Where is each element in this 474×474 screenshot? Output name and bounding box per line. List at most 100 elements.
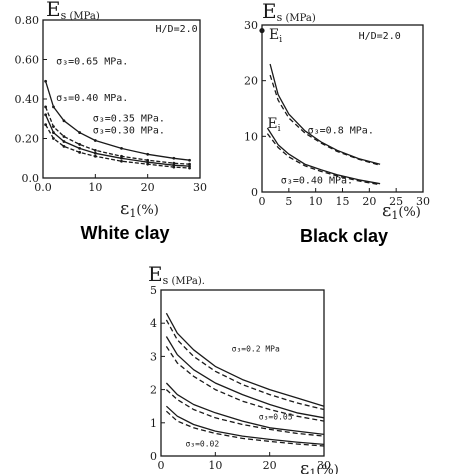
y-tick-label: 0	[251, 186, 258, 199]
y-tick-label: 20	[244, 75, 258, 88]
annotation: H/D=2.0	[156, 24, 198, 35]
data-point	[52, 125, 55, 129]
x-tick-label: 10	[88, 181, 102, 194]
x-axis-label-main: ε	[300, 458, 309, 474]
series-line-8	[165, 410, 325, 447]
data-point	[62, 135, 66, 138]
data-point	[120, 146, 123, 150]
y-tick-label: 10	[244, 130, 258, 143]
y-axis-label-sub: s	[61, 9, 67, 22]
annotation: σ₃=0.40 MPa.	[56, 93, 128, 104]
annotation: σ₃=0.2 MPa	[232, 344, 280, 353]
y-tick-label: 2	[150, 384, 157, 397]
data-point	[188, 162, 191, 166]
data-point	[93, 151, 97, 155]
series-line-3	[165, 336, 325, 419]
data-point	[146, 162, 150, 166]
data-point	[78, 150, 82, 154]
x-axis-label-main: ε	[120, 198, 129, 219]
x-axis-label-main: ε	[382, 200, 391, 221]
data-point	[78, 143, 82, 146]
data-point	[52, 137, 55, 140]
x-tick-label: 0	[259, 195, 266, 208]
x-tick-label: 10	[208, 459, 222, 472]
y-tick-label: 0	[150, 450, 157, 463]
x-tick-label: 20	[141, 181, 155, 194]
x-tick-label: 30	[416, 195, 430, 208]
data-point	[172, 156, 176, 160]
y-tick-label: 0.60	[15, 54, 40, 67]
series-line-4	[266, 133, 381, 186]
y-axis-label-main: E	[46, 0, 61, 21]
annotation: σ₃=0.35 MPa.	[93, 114, 165, 125]
y-tick-label: 3	[150, 350, 157, 363]
initial-modulus-marker	[259, 27, 265, 34]
data-point	[62, 119, 66, 123]
series-line-5	[165, 382, 325, 436]
annotation: σ₃=0.02	[185, 440, 219, 449]
annotation: σ₃=0.8 MPa.	[308, 126, 374, 137]
y-tick-label: 30	[244, 19, 258, 32]
annotation: σ₃=0.40 MPa.	[281, 176, 353, 187]
white-clay-chart: 0.0 10 20 30 0.0 0.20 0.40 0.60 0.80 Es (MPa) ε1(%…	[15, 0, 208, 220]
black-clay-caption: Black clay	[300, 226, 388, 246]
data-point	[146, 160, 150, 164]
x-tick-label: 10	[309, 195, 323, 208]
x-axis-label-sub: 1	[391, 209, 398, 222]
series-line-2	[165, 319, 325, 411]
data-point	[62, 145, 66, 148]
annotation: σ₃=0.05	[259, 412, 293, 421]
x-axis-label-sub: 1	[129, 207, 136, 220]
data-point	[188, 158, 191, 162]
x-tick-label: 20	[263, 459, 277, 472]
y-axis-label: Es (MPa)	[262, 0, 316, 24]
data-point	[120, 156, 123, 160]
data-point	[146, 158, 150, 162]
white-clay-caption: White clay	[80, 223, 169, 243]
x-tick-label: 20	[362, 195, 376, 208]
data-point	[44, 113, 48, 117]
data-point	[44, 123, 48, 127]
annotation: σ₃=0.65 MPa.	[56, 56, 128, 67]
y-tick-label: 0.80	[15, 14, 40, 27]
x-axis-label: ε1(%)	[300, 458, 339, 474]
data-point	[120, 159, 123, 163]
data-point	[146, 152, 150, 156]
y-tick-label: 5	[150, 284, 157, 297]
series-line-6	[165, 389, 325, 437]
data-point	[44, 105, 48, 109]
annotation-sub: i	[279, 35, 282, 45]
annotation-sub: i	[278, 124, 281, 134]
series-line-7	[165, 405, 325, 446]
y-axis-label-sub: s	[163, 274, 169, 287]
y-axis-label: Es (MPa)	[46, 0, 100, 22]
y-tick-label: 4	[150, 317, 157, 330]
x-tick-label: 0	[158, 459, 165, 472]
x-tick-label: 15	[336, 195, 350, 208]
x-axis-label-unit: (%)	[316, 463, 339, 474]
y-axis-label-main: E	[262, 0, 277, 23]
data-point	[188, 166, 191, 170]
data-point	[172, 163, 176, 167]
data-point	[93, 139, 97, 142]
data-point	[52, 105, 55, 109]
annotation: H/D=2.0	[359, 31, 401, 42]
annotation-main: E	[267, 116, 277, 132]
series-line-3	[266, 127, 381, 185]
plot-frame	[160, 289, 325, 457]
x-axis-label: ε1(%)	[382, 200, 421, 222]
x-tick-label: 30	[193, 181, 207, 194]
data-point	[78, 131, 82, 134]
data-point	[172, 165, 176, 169]
y-tick-label: 0.0	[22, 172, 40, 185]
data-point	[120, 154, 123, 158]
x-axis-label-unit: (%)	[136, 203, 159, 218]
y-axis-label: Es (MPa).	[148, 262, 205, 287]
series-line-1	[165, 312, 325, 407]
x-tick-label: 5	[285, 195, 292, 208]
x-axis-label-unit: (%)	[398, 205, 421, 220]
y-axis-label-main: E	[148, 262, 163, 286]
data-point	[78, 146, 82, 150]
y-axis-label-unit: (MPa).	[168, 276, 205, 287]
